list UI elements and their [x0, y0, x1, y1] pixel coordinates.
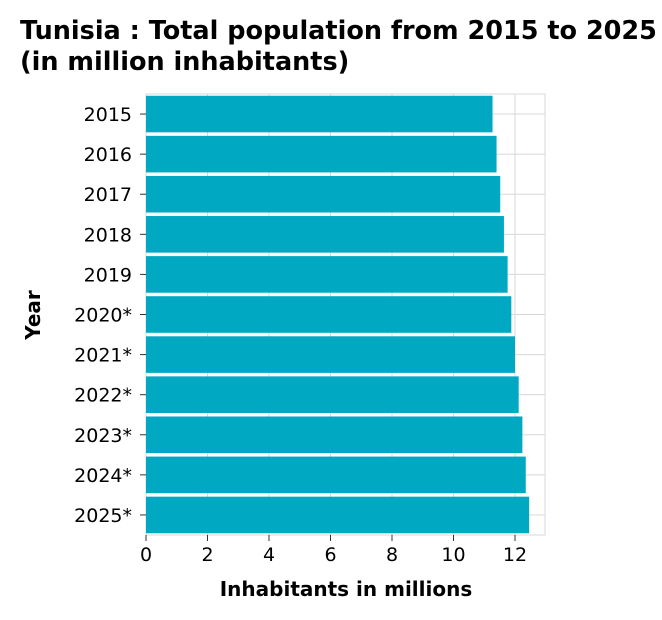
y-tick-label: 2020*: [74, 305, 132, 327]
x-tick-label: 12: [503, 544, 527, 566]
y-tick-label: 2025*: [74, 505, 132, 527]
bar: [146, 416, 523, 454]
bar: [146, 95, 493, 133]
y-tick-label: 2018: [84, 224, 132, 246]
y-tick-label: 2022*: [74, 385, 132, 407]
y-tick-label: 2015: [84, 104, 132, 126]
x-tick-label: 10: [441, 544, 465, 566]
x-tick-label: 2: [201, 544, 213, 566]
bars: [146, 95, 530, 534]
x-axis-label: Inhabitants in millions: [220, 577, 473, 601]
x-tick-label: 4: [263, 544, 275, 566]
x-tick-label: 8: [386, 544, 398, 566]
bar: [146, 336, 515, 373]
bar: [146, 496, 530, 534]
y-tick-label: 2021*: [74, 345, 132, 367]
bar: [146, 296, 512, 333]
y-tick-label: 2024*: [74, 465, 132, 487]
y-tick-labels: 2015 2016 2017 2018 2019 2020* 2021* 2022* 2023*…: [74, 104, 146, 527]
bar: [146, 456, 526, 494]
y-tick-label: 2023*: [74, 425, 132, 447]
bar: [146, 256, 508, 293]
x-tick-label: 6: [324, 544, 336, 566]
bar: [146, 376, 519, 413]
y-tick-label: 2019: [84, 264, 132, 286]
x-tick-labels: 0 2 4 6 8 10 12: [140, 535, 527, 566]
y-axis-label: Year: [21, 290, 45, 341]
y-tick-label: 2016: [84, 144, 132, 166]
bar: [146, 135, 497, 173]
chart-title: Tunisia : Total population from 2015 to …: [20, 16, 657, 77]
y-tick-label: 2017: [84, 184, 132, 206]
x-tick-label: 0: [140, 544, 152, 566]
bar: [146, 175, 501, 213]
bar: [146, 216, 504, 253]
